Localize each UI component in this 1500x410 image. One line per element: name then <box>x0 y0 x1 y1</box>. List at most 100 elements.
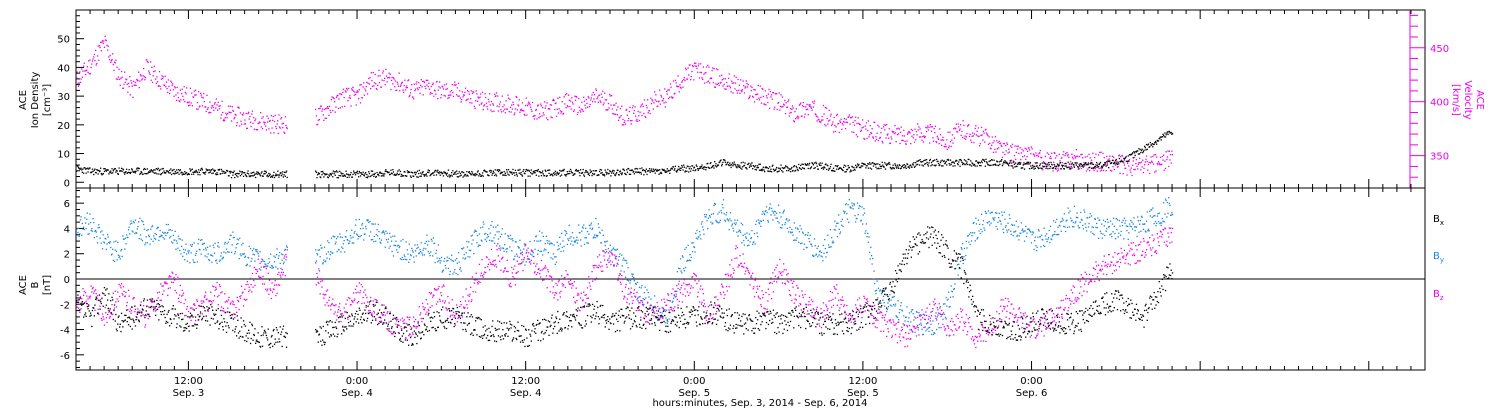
velocity-point <box>1047 165 1049 167</box>
density-point <box>801 167 804 169</box>
by-point <box>702 226 704 228</box>
velocity-point <box>390 88 392 91</box>
velocity-point <box>835 126 837 128</box>
density-point <box>212 172 214 174</box>
density-point <box>147 172 149 174</box>
by-point <box>243 253 245 255</box>
density-point <box>995 164 997 166</box>
by-point <box>124 237 126 239</box>
velocity-point <box>617 106 619 108</box>
velocity-point <box>188 101 190 103</box>
by-point <box>770 214 772 216</box>
velocity-point <box>1127 162 1129 164</box>
density-point <box>342 173 344 175</box>
by-point <box>743 239 745 242</box>
by-point <box>888 300 890 302</box>
velocity-point <box>1099 170 1102 172</box>
by-point <box>227 251 229 253</box>
velocity-point <box>896 128 898 130</box>
velocity-point <box>568 99 570 101</box>
by-point <box>419 248 421 251</box>
density-point <box>537 170 539 172</box>
velocity-point <box>1124 167 1126 170</box>
velocity-point <box>1013 161 1015 164</box>
velocity-point <box>640 104 642 106</box>
density-point <box>903 167 905 169</box>
density-point <box>507 169 510 171</box>
density-point <box>213 169 215 171</box>
by-point <box>446 256 448 258</box>
velocity-point <box>1116 166 1119 168</box>
density-point <box>987 164 990 166</box>
density-point <box>821 162 823 164</box>
velocity-point <box>214 102 216 104</box>
by-point <box>254 260 256 262</box>
by-point <box>968 241 970 243</box>
density-point <box>281 173 283 175</box>
by-point <box>1004 218 1006 220</box>
velocity-point <box>702 78 704 81</box>
density-point <box>589 169 591 171</box>
velocity-point <box>651 99 653 101</box>
density-point <box>713 167 715 169</box>
velocity-point <box>590 97 592 99</box>
velocity-point <box>577 111 579 114</box>
by-point <box>284 249 286 251</box>
density-point <box>440 171 443 173</box>
velocity-point <box>103 46 106 48</box>
density-point <box>359 172 361 174</box>
velocity-point <box>714 86 716 88</box>
by-point <box>552 253 555 255</box>
by-point <box>628 280 630 282</box>
by-point <box>816 247 818 250</box>
density-point <box>376 171 378 174</box>
density-point <box>763 169 765 171</box>
velocity-point <box>557 112 560 114</box>
velocity-point <box>1161 163 1163 165</box>
velocity-point <box>1104 163 1107 166</box>
by-point <box>275 266 277 268</box>
density-point <box>168 172 170 174</box>
density-point <box>170 168 172 170</box>
density-point <box>529 175 531 177</box>
by-point <box>943 313 945 316</box>
velocity-point <box>903 129 905 131</box>
velocity-point <box>588 97 590 99</box>
velocity-point <box>570 108 572 110</box>
density-point <box>803 168 806 170</box>
density-point <box>635 167 637 170</box>
density-point <box>812 164 814 166</box>
by-point <box>123 238 125 240</box>
density-point <box>720 159 722 161</box>
density-point <box>179 170 181 172</box>
by-point <box>763 212 765 214</box>
density-point <box>1115 158 1117 161</box>
velocity-point <box>151 66 153 68</box>
velocity-point <box>1156 162 1158 165</box>
by-point <box>1024 230 1026 232</box>
velocity-point <box>688 74 690 76</box>
velocity-point <box>643 112 645 115</box>
by-point <box>593 234 596 236</box>
density-point <box>337 171 339 173</box>
by-point <box>974 240 976 242</box>
by-point <box>595 234 598 236</box>
density-point <box>850 169 852 171</box>
velocity-point <box>190 102 192 104</box>
by-point <box>466 246 469 248</box>
velocity-point <box>523 110 525 112</box>
density-point <box>568 170 570 172</box>
velocity-point <box>452 92 454 94</box>
by-point <box>633 279 635 282</box>
density-point <box>251 172 254 174</box>
velocity-point <box>675 82 677 84</box>
by-point <box>221 258 223 260</box>
velocity-point <box>750 85 752 87</box>
density-point <box>263 173 265 175</box>
velocity-point <box>115 59 117 61</box>
velocity-point <box>451 89 453 92</box>
density-point <box>396 172 398 174</box>
velocity-point <box>486 106 488 108</box>
by-point <box>555 256 557 258</box>
velocity-point <box>127 82 130 85</box>
